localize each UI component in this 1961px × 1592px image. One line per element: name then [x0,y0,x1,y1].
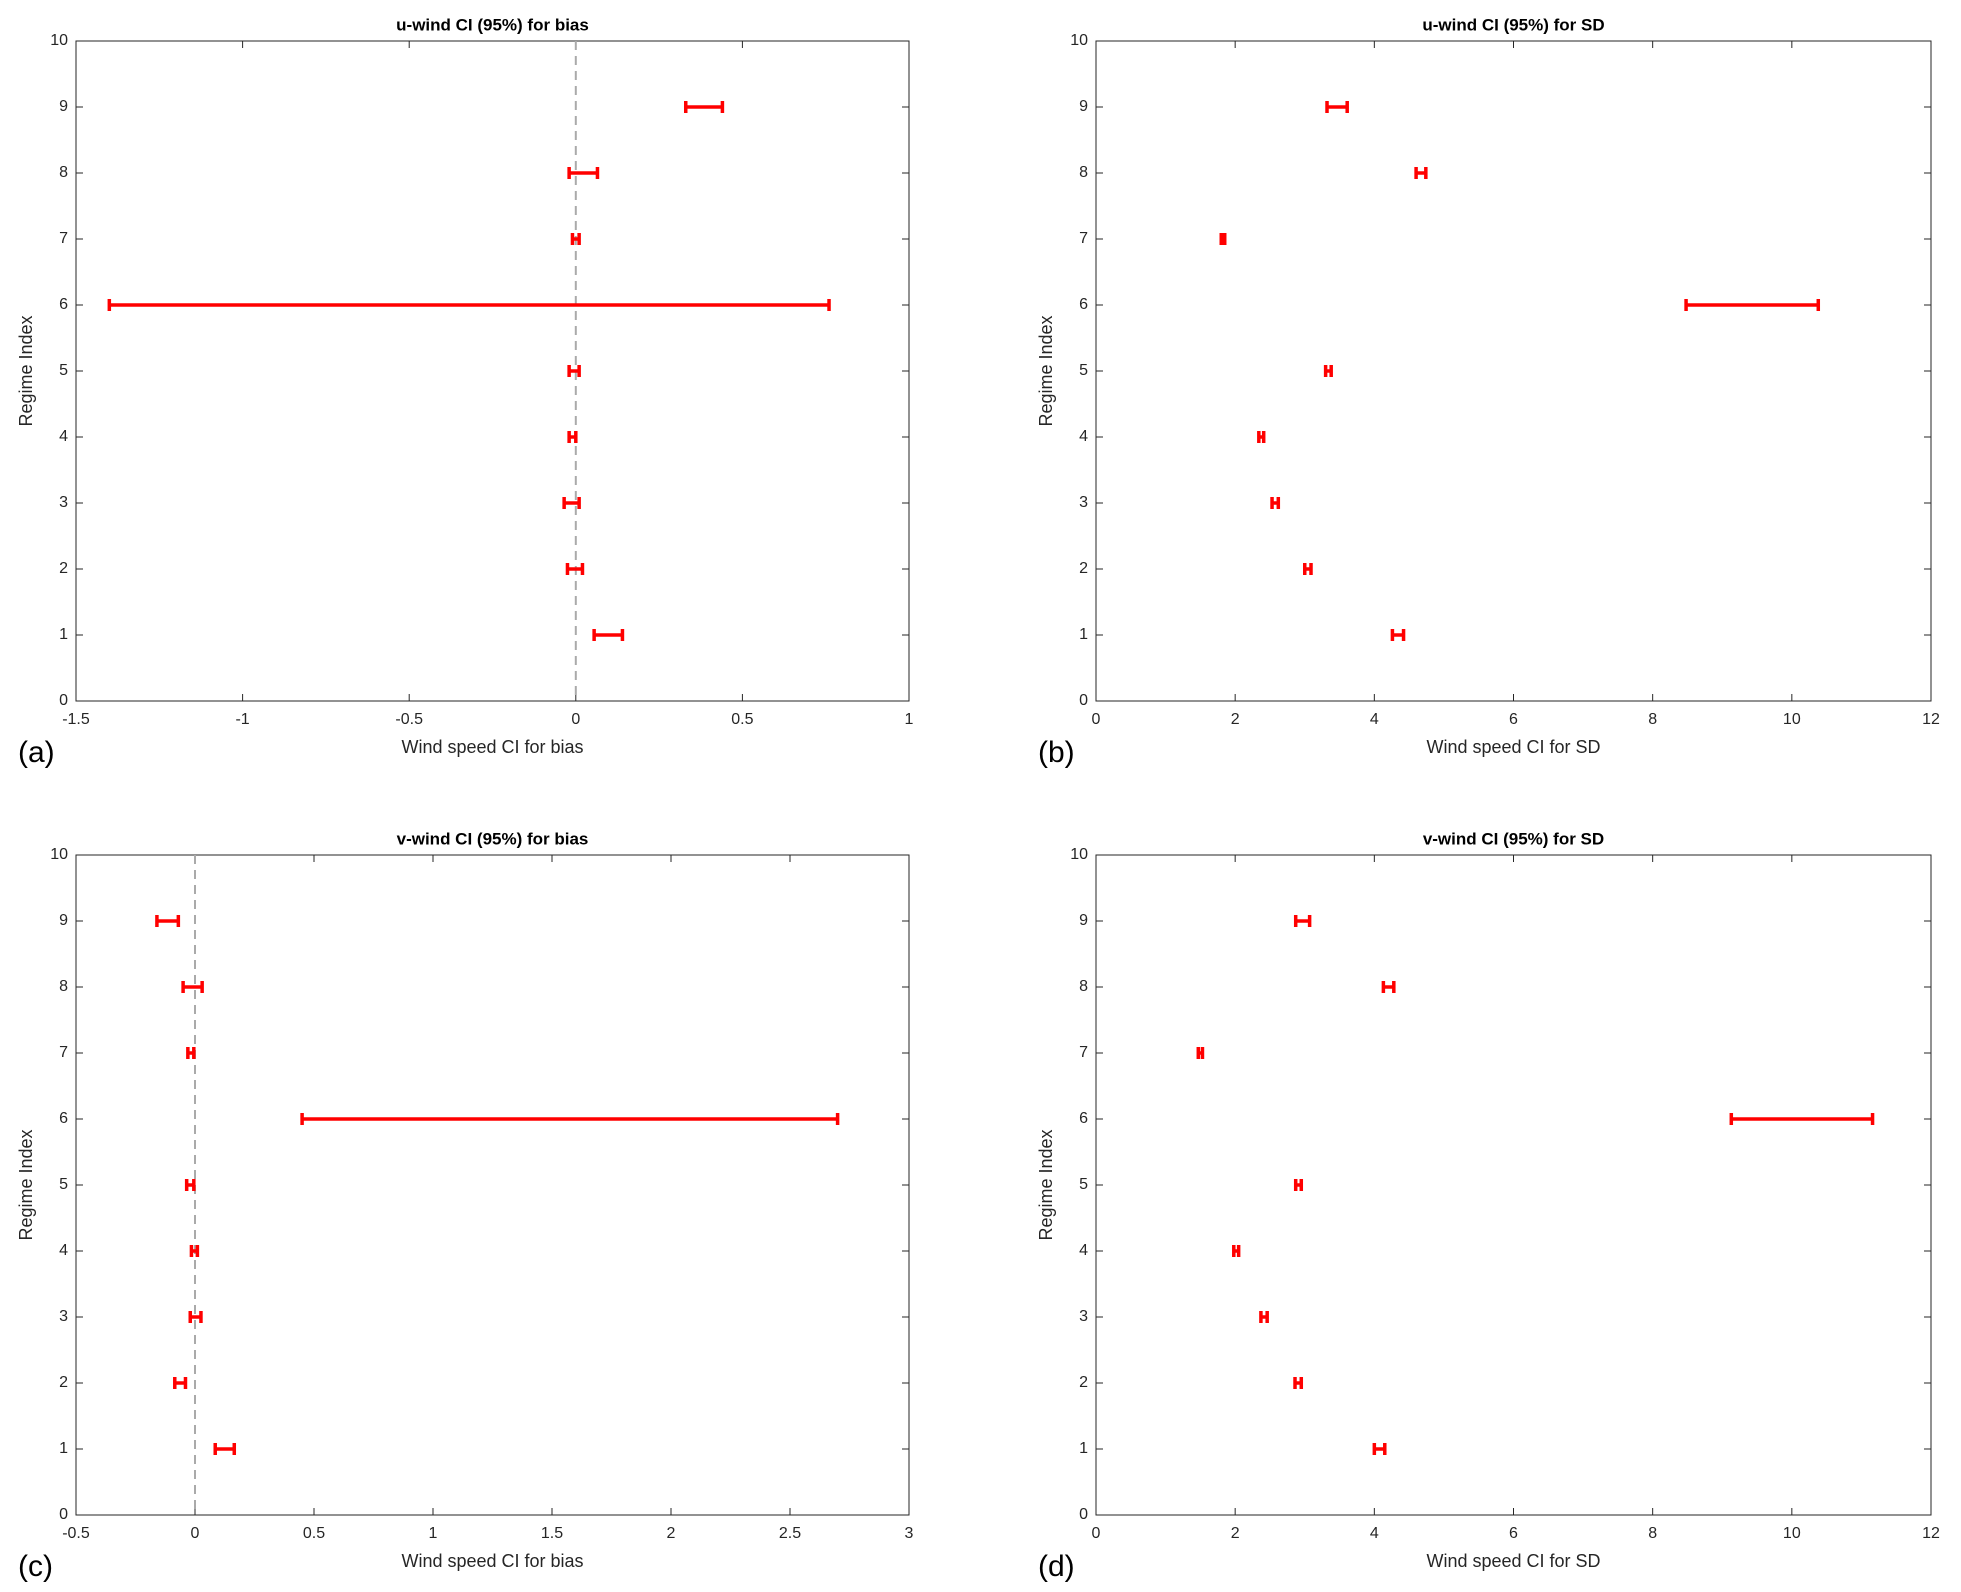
y-tick-label: 5 [59,362,68,379]
x-tick-label: 12 [1922,1525,1940,1542]
y-tick-label: 7 [1079,230,1088,247]
x-tick-label: 2 [667,1525,676,1542]
y-tick-label: 8 [1079,978,1088,995]
x-tick-label: 4 [1370,1525,1379,1542]
y-tick-label: 5 [59,1176,68,1193]
x-tick-label: 0 [191,1525,200,1542]
y-tick-label: 10 [50,846,68,863]
x-tick-label: 6 [1509,711,1518,728]
x-tick-label: 1 [429,1525,438,1542]
y-tick-label: 2 [1079,1374,1088,1391]
y-tick-label: 9 [59,98,68,115]
x-axis-label: Wind speed CI for bias [401,1551,583,1571]
y-tick-label: 4 [59,428,68,445]
y-tick-label: 1 [59,1440,68,1457]
y-tick-label: 3 [59,1308,68,1325]
y-tick-label: 2 [59,1374,68,1391]
y-tick-label: 10 [1070,846,1088,863]
y-tick-label: 6 [59,296,68,313]
chart-title: v-wind CI (95%) for bias [397,829,589,848]
y-tick-label: 4 [59,1242,68,1259]
y-tick-label: 7 [59,1044,68,1061]
y-axis-label: Regime Index [16,315,36,426]
y-tick-label: 8 [59,978,68,995]
y-tick-label: 2 [59,560,68,577]
x-tick-label: 0 [1092,711,1101,728]
x-tick-label: 8 [1648,711,1657,728]
y-tick-label: 3 [1079,494,1088,511]
y-tick-label: 7 [59,230,68,247]
x-tick-label: 0 [1092,1525,1101,1542]
plot-area [75,40,910,702]
x-tick-label: 1.5 [541,1525,563,1542]
y-tick-label: 4 [1079,428,1088,445]
x-tick-label: 0.5 [303,1525,325,1542]
y-tick-label: 10 [1070,32,1088,49]
y-tick-label: 7 [1079,1044,1088,1061]
y-tick-label: 9 [1079,912,1088,929]
y-axis-label: Regime Index [1036,315,1056,426]
y-tick-label: 2 [1079,560,1088,577]
y-tick-label: 0 [59,1506,68,1523]
x-tick-label: -1.5 [62,711,90,728]
plot-area [75,854,910,1516]
plot-area [1095,854,1932,1516]
x-tick-label: 10 [1783,1525,1801,1542]
x-tick-label: -1 [235,711,249,728]
y-tick-label: 1 [1079,1440,1088,1457]
plot-area [1095,40,1932,702]
y-tick-label: 4 [1079,1242,1088,1259]
chart-title: u-wind CI (95%) for bias [396,15,589,34]
x-tick-label: 6 [1509,1525,1518,1542]
chart-title: v-wind CI (95%) for SD [1423,829,1604,848]
y-tick-label: 1 [59,626,68,643]
panel-label: (b) [1038,736,1075,769]
y-tick-label: 10 [50,32,68,49]
y-tick-label: 6 [1079,1110,1088,1127]
chart-title: u-wind CI (95%) for SD [1422,15,1604,34]
x-tick-label: 2 [1231,1525,1240,1542]
x-tick-label: 0 [571,711,580,728]
x-tick-label: 2.5 [779,1525,801,1542]
y-tick-label: 0 [1079,1506,1088,1523]
y-tick-label: 6 [59,1110,68,1127]
y-axis-label: Regime Index [16,1129,36,1240]
y-tick-label: 5 [1079,1176,1088,1193]
y-tick-label: 8 [1079,164,1088,181]
x-tick-label: 12 [1922,711,1940,728]
x-tick-label: -0.5 [395,711,423,728]
y-tick-label: 8 [59,164,68,181]
y-tick-label: 3 [59,494,68,511]
y-axis-label: Regime Index [1036,1129,1056,1240]
x-tick-label: 3 [905,1525,914,1542]
x-tick-label: -0.5 [62,1525,90,1542]
y-tick-label: 0 [59,692,68,709]
y-tick-label: 3 [1079,1308,1088,1325]
x-tick-label: 10 [1783,711,1801,728]
panel-label: (d) [1038,1550,1075,1583]
y-tick-label: 6 [1079,296,1088,313]
y-tick-label: 5 [1079,362,1088,379]
panel-label: (c) [18,1550,53,1583]
panel-label: (a) [18,736,55,769]
y-tick-label: 9 [1079,98,1088,115]
x-axis-label: Wind speed CI for bias [401,737,583,757]
x-tick-label: 1 [905,711,914,728]
x-tick-label: 0.5 [731,711,753,728]
x-tick-label: 4 [1370,711,1379,728]
y-tick-label: 9 [59,912,68,929]
y-tick-label: 0 [1079,692,1088,709]
x-axis-label: Wind speed CI for SD [1426,737,1600,757]
y-tick-label: 1 [1079,626,1088,643]
x-tick-label: 8 [1648,1525,1657,1542]
x-tick-label: 2 [1231,711,1240,728]
x-axis-label: Wind speed CI for SD [1426,1551,1600,1571]
